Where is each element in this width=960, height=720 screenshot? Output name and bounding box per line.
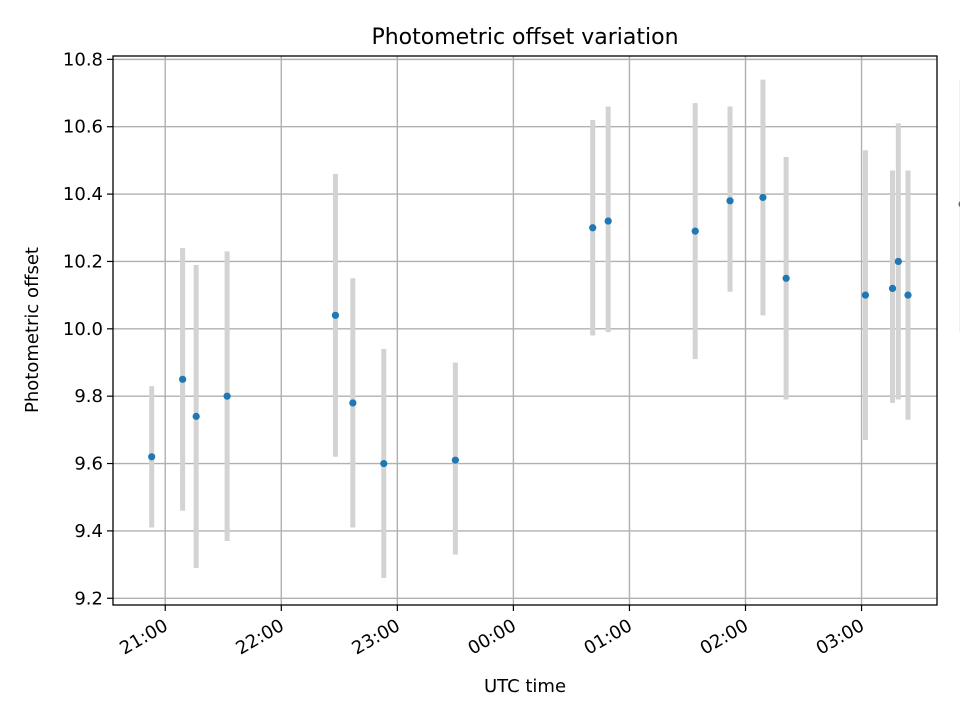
data-point [888, 284, 897, 292]
y-tick-label: 9.2 [74, 588, 103, 609]
data-point [691, 227, 699, 235]
y-tick-label: 10.6 [63, 117, 103, 138]
y-tick-label: 10.2 [63, 251, 103, 272]
data-point [223, 392, 231, 400]
y-tick-label: 9.8 [74, 386, 103, 407]
chart-title: Photometric offset variation [371, 25, 678, 50]
data-point [726, 197, 734, 205]
data-point [192, 412, 200, 420]
data-point [861, 291, 870, 299]
grid-layer [113, 56, 937, 605]
data-point [380, 459, 388, 468]
y-tick-label: 10.8 [63, 49, 103, 70]
data-point [782, 274, 790, 282]
data-point [894, 257, 902, 266]
data-point [759, 193, 767, 202]
data-point [604, 217, 612, 225]
data-point [148, 453, 156, 461]
y-tick-label: 9.4 [74, 521, 103, 542]
data-point [589, 224, 597, 232]
y-axis-ticks: 9.2 9.4 9.6 9.8 10.0 10.2 10.4 10.6 10.8 [63, 49, 113, 609]
x-axis-label: UTC time [484, 676, 566, 697]
data-point [904, 291, 912, 299]
y-tick-label: 10.4 [63, 184, 103, 205]
data-point [179, 375, 187, 383]
point-layer [148, 193, 960, 468]
data-point [451, 456, 459, 464]
y-axis-label: Photometric offset [22, 247, 43, 413]
plot-area-frame [112, 55, 938, 606]
y-tick-label: 9.6 [74, 454, 103, 475]
data-point [349, 399, 357, 407]
data-point [331, 311, 340, 319]
y-tick-label: 10.0 [63, 319, 103, 340]
